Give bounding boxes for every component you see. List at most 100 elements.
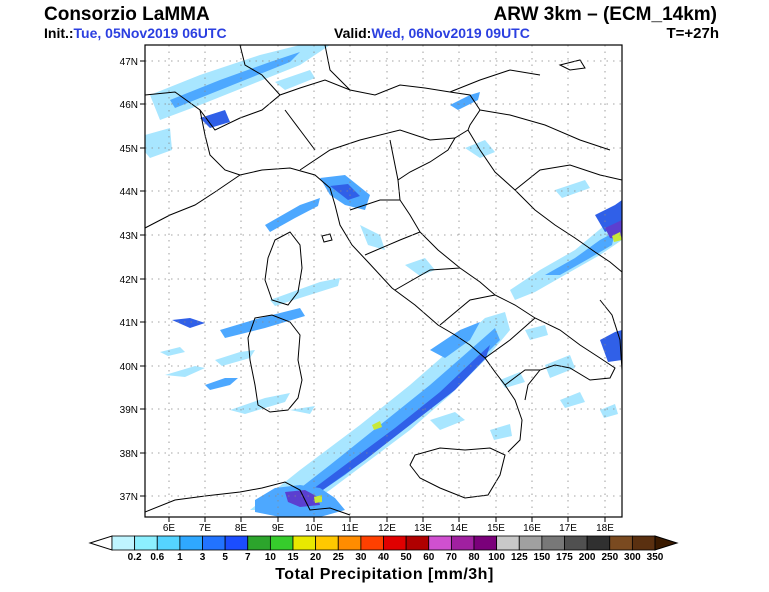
precip-alps-nw-core	[170, 52, 300, 108]
precip-ionian-4	[525, 325, 548, 340]
colorbar-level-label: 200	[578, 552, 596, 563]
colorbar-cell	[383, 535, 407, 551]
precip-adriatic-core	[545, 232, 615, 275]
lon-label: 13E	[414, 523, 432, 534]
precip-calabria-e	[490, 424, 512, 440]
precip-sicily-heavy	[285, 490, 320, 507]
lat-label: 46N	[120, 100, 138, 111]
precip-band-main-core	[285, 328, 500, 502]
coast-sardinia	[247, 314, 303, 413]
precip-streak-4	[265, 198, 320, 232]
precip-peak-3	[612, 232, 622, 242]
colorbar-level-label: 10	[264, 552, 276, 563]
lat-label: 38N	[120, 449, 138, 460]
colorbar-level-label: 7	[245, 552, 251, 563]
colorbar-cell	[496, 535, 520, 551]
lon-label: 9E	[272, 523, 285, 534]
colorbar-level-label: 0.6	[150, 552, 165, 563]
coast-sicily	[409, 447, 506, 499]
border-switzerland	[239, 45, 281, 96]
precip-savoy	[145, 128, 172, 158]
border-croatia	[479, 109, 611, 151]
precip-streak-1	[220, 308, 305, 338]
colorbar-level-label: 80	[468, 552, 480, 563]
colorbar-cell	[631, 535, 656, 551]
colorbar-level-label: 25	[332, 552, 344, 563]
colorbar-level-label: 125	[510, 552, 528, 563]
precip-streak-8	[230, 393, 290, 414]
colorbar-title: Total Precipitation [mm/3h]	[275, 566, 494, 583]
grid	[145, 45, 622, 517]
lon-label: 16E	[523, 523, 541, 534]
coast-italy-west	[239, 167, 523, 453]
valid-value: Wed, 06Nov2019 09UTC	[371, 25, 530, 41]
colorbar-cell	[202, 535, 226, 551]
colorbar-arrow-right	[654, 535, 679, 551]
lon-label: 10E	[305, 523, 323, 534]
precip-streak-9	[165, 366, 205, 377]
colorbar-level-label: 100	[488, 552, 505, 563]
border-austria	[324, 45, 351, 91]
colorbar-cell	[586, 535, 611, 551]
precip-streak-6	[205, 378, 238, 390]
border-italy-regions-2	[349, 199, 400, 211]
colorbar-level-label: 60	[423, 552, 435, 563]
colorbar-cell	[609, 535, 633, 551]
precip-peak-1	[372, 421, 382, 430]
lat-label: 40N	[120, 362, 138, 373]
valid-label: Valid:	[334, 25, 372, 41]
colorbar-cell	[450, 535, 475, 551]
precip-switzerland	[275, 70, 315, 90]
colorbar-cell	[428, 535, 452, 551]
border-italy-regions-6	[484, 317, 536, 359]
border-italy-regions-7	[504, 369, 540, 386]
lon-label: 11E	[341, 523, 358, 534]
colorbar-cell	[269, 535, 294, 551]
lon-label: 12E	[378, 523, 396, 534]
colorbar-cell	[337, 535, 362, 551]
colorbar-cell	[564, 535, 588, 551]
colorbar-level-label: 3	[199, 552, 206, 563]
colorbar-cell	[156, 535, 181, 551]
colorbar-cell	[134, 535, 158, 551]
colorbar-cells	[111, 535, 656, 551]
lat-label: 41N	[120, 318, 138, 329]
lat-label: 43N	[120, 231, 138, 242]
init-time: Init.:Tue, 05Nov2019 06UTC	[44, 25, 227, 41]
border-italy-regions-9	[389, 139, 399, 181]
precip-streak-3	[270, 278, 340, 306]
precip-streak-5	[215, 350, 255, 366]
precip-layer	[145, 45, 622, 517]
lat-label: 47N	[120, 57, 138, 68]
colorbar-level-label: 70	[445, 552, 457, 563]
lat-label: 44N	[120, 187, 138, 198]
colorbar-cell	[405, 535, 430, 551]
coast-greece	[599, 299, 622, 371]
colorbar-level-label: 350	[646, 552, 664, 563]
lon-label: 17E	[559, 523, 577, 534]
precip-adriatic-south	[510, 210, 622, 300]
precip-band-main	[250, 312, 510, 510]
precip-peak-2	[314, 495, 322, 503]
colorbar-cell	[224, 535, 249, 551]
colorbar-level-label: 5	[222, 552, 228, 563]
coast-liguria	[145, 174, 241, 229]
init-value: Tue, 05Nov2019 06UTC	[73, 25, 227, 41]
precip-central	[360, 225, 385, 250]
precip-campania	[430, 322, 480, 358]
precip-streak-10	[290, 406, 315, 414]
valid-time: Valid:Wed, 06Nov2019 09UTC	[334, 25, 530, 41]
colorbar-level-label: 50	[400, 552, 412, 563]
colorbar-level-label: 30	[355, 552, 367, 563]
colorbar-cell	[179, 535, 203, 551]
lat-label: 37N	[120, 492, 138, 503]
lon-label: 7E	[199, 523, 212, 534]
lat-labels: 47N 46N 45N 44N 43N 42N 41N 40N 39N 38N …	[120, 57, 138, 503]
lon-label: 18E	[596, 523, 614, 534]
colorbar-level-label: 40	[377, 552, 390, 563]
colorbar	[88, 535, 679, 551]
colorbar-level-label: 300	[624, 552, 641, 563]
precip-ionian-2	[600, 404, 618, 418]
lon-label: 6E	[163, 523, 176, 534]
